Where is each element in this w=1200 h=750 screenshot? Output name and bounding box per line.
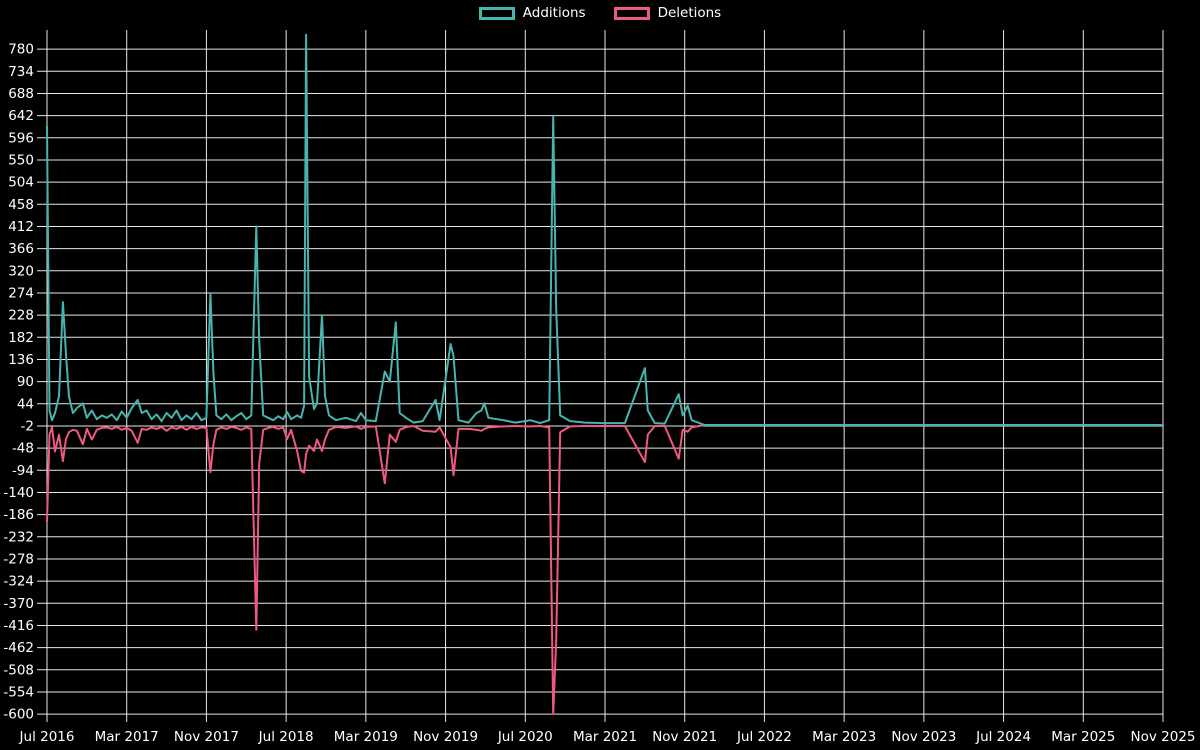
y-tick-label: -324 — [3, 574, 34, 590]
y-tick-label: 412 — [8, 219, 34, 235]
additions-line — [46, 33, 1164, 426]
deletions-swatch-icon — [613, 7, 650, 21]
y-tick-label: -2 — [21, 418, 34, 434]
y-tick-label: 228 — [8, 308, 34, 324]
x-tick-label: Jul 2018 — [258, 729, 314, 745]
x-tick-label: Nov 2019 — [413, 729, 478, 745]
x-tick-label: Jul 2016 — [19, 729, 75, 745]
y-tick-label: -48 — [12, 441, 34, 457]
x-tick-label: Jul 2020 — [497, 729, 553, 745]
y-tick-label: -554 — [3, 684, 34, 700]
legend-label-deletions: Deletions — [657, 5, 722, 21]
y-tick-label: -186 — [3, 507, 34, 523]
x-tick-label: Nov 2023 — [891, 729, 956, 745]
chart-legend: Additions Deletions — [0, 5, 1200, 21]
y-tick-label: 274 — [8, 285, 34, 301]
y-tick-label: -278 — [3, 551, 34, 567]
y-tick-label: -600 — [3, 707, 34, 723]
y-tick-label: 458 — [8, 197, 34, 213]
x-tick-label: Jul 2022 — [736, 729, 792, 745]
x-tick-label: Nov 2017 — [174, 729, 239, 745]
y-tick-label: 780 — [8, 42, 34, 58]
deletions-line — [46, 424, 1164, 716]
x-tick-label: Mar 2025 — [1051, 729, 1115, 745]
x-tick-label: Mar 2023 — [812, 729, 876, 745]
x-tick-label: Mar 2017 — [95, 729, 159, 745]
y-tick-label: 642 — [8, 108, 34, 124]
y-tick-label: 90 — [17, 374, 34, 390]
y-tick-label: 734 — [8, 64, 34, 80]
x-tick-label: Nov 2025 — [1131, 729, 1196, 745]
y-tick-label: 320 — [8, 263, 34, 279]
y-tick-label: 136 — [8, 352, 34, 368]
y-tick-label: -508 — [3, 662, 34, 678]
additions-swatch-icon — [478, 7, 515, 21]
y-tick-label: -462 — [3, 640, 34, 656]
x-tick-label: Nov 2021 — [652, 729, 717, 745]
legend-item-additions[interactable]: Additions — [478, 5, 586, 21]
y-tick-label: 596 — [8, 130, 34, 146]
y-tick-label: 550 — [8, 152, 34, 168]
x-tick-label: Mar 2021 — [573, 729, 637, 745]
y-tick-label: -370 — [3, 596, 34, 612]
y-tick-label: 182 — [8, 330, 34, 346]
y-tick-label: 366 — [8, 241, 34, 257]
y-tick-label: 504 — [8, 175, 34, 191]
y-tick-label: 44 — [17, 396, 34, 412]
x-tick-label: Jul 2024 — [975, 729, 1031, 745]
y-tick-label: -140 — [3, 485, 34, 501]
legend-item-deletions[interactable]: Deletions — [613, 5, 722, 21]
x-tick-label: Mar 2019 — [334, 729, 398, 745]
y-tick-label: -94 — [12, 463, 34, 479]
y-tick-label: 688 — [8, 86, 34, 102]
legend-label-additions: Additions — [522, 5, 586, 21]
y-tick-label: -416 — [3, 618, 34, 634]
y-tick-label: -232 — [3, 529, 34, 545]
